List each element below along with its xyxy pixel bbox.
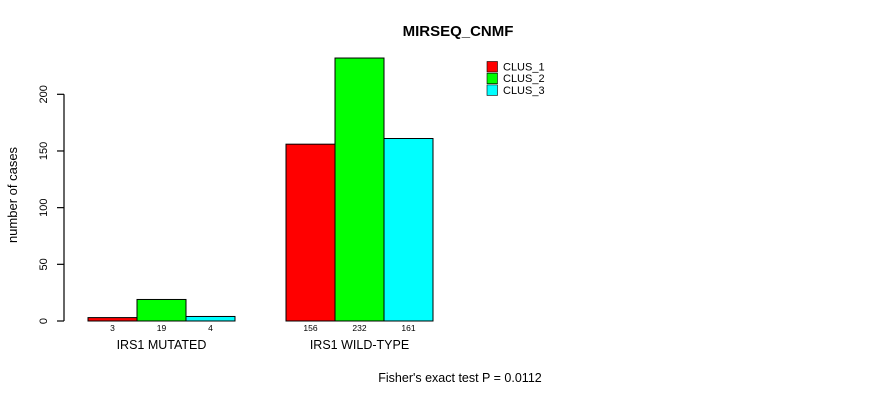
- legend-swatch-clus_1: [486, 61, 498, 73]
- legend-label-clus_1: CLUS_1: [503, 62, 545, 74]
- legend-label-clus_2: CLUS_2: [503, 73, 545, 85]
- bar-clus_3-group1: [185, 315, 236, 322]
- category-label-mutated: IRS1 MUTATED: [117, 338, 207, 352]
- y-tick-label: 50: [38, 258, 50, 270]
- legend-swatch-clus_3: [486, 84, 498, 96]
- bar-clus_2-group2: [334, 57, 385, 322]
- bar-value-label: 232: [352, 323, 366, 333]
- bar-clus_2-group1: [136, 298, 187, 322]
- bar-clus_3-group2: [383, 138, 434, 322]
- annotation-fishers-test: Fisher's exact test P = 0.0112: [378, 371, 542, 385]
- y-tick-label: 150: [38, 142, 50, 160]
- bar-value-label: 3: [110, 323, 115, 333]
- bars: 3 19 4 156 232 161: [87, 57, 434, 333]
- y-tick-label: 100: [38, 198, 50, 216]
- bar-value-label: 156: [303, 323, 317, 333]
- y-axis: 0 50 100 150 200: [38, 85, 65, 324]
- chart-title: MIRSEQ_CNMF: [403, 23, 514, 40]
- y-tick-label: 200: [38, 85, 50, 103]
- bar-value-label: 19: [157, 323, 167, 333]
- legend-label-clus_3: CLUS_3: [503, 85, 545, 97]
- legend-swatch-clus_2: [486, 72, 498, 84]
- y-tick-label: 0: [38, 318, 50, 324]
- bar-value-label: 4: [208, 323, 213, 333]
- bar-value-label: 161: [401, 323, 415, 333]
- bar-clus_1-group1: [87, 317, 138, 322]
- y-axis-label: number of cases: [5, 146, 20, 243]
- category-label-wildtype: IRS1 WILD-TYPE: [310, 338, 409, 352]
- bar-clus_1-group2: [285, 143, 336, 322]
